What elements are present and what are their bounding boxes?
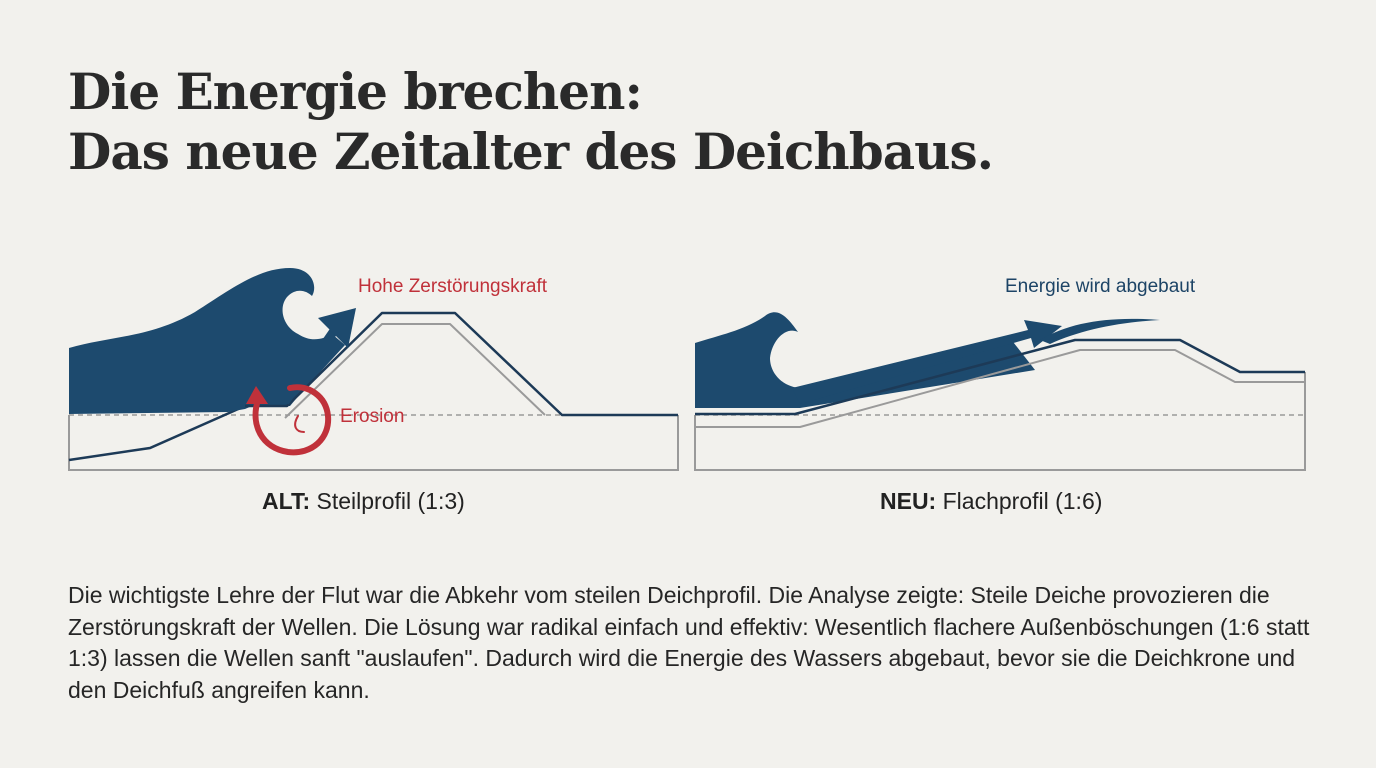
energy-dissipated-label: Energie wird abgebaut xyxy=(1005,276,1196,297)
new-dike-inner-line xyxy=(695,349,1305,428)
new-energy-spray xyxy=(1040,318,1160,344)
old-dike-outline xyxy=(245,311,678,417)
new-profile-diagram xyxy=(694,312,1306,471)
title-line-2: Das neue Zeitalter des Deichbaus. xyxy=(68,122,994,181)
new-water-wave xyxy=(695,312,1035,408)
page-title: Die Energie brechen: Das neue Zeitalter … xyxy=(68,62,994,182)
erosion-inner-swirl xyxy=(294,415,305,433)
new-caption-prefix: NEU: xyxy=(880,488,937,514)
old-foreland-line xyxy=(68,404,246,462)
old-profile-caption: ALT: Steilprofil (1:3) xyxy=(262,488,465,515)
new-ground-frame xyxy=(694,372,1306,471)
erosion-arrow-head xyxy=(246,386,268,404)
new-dike-outline xyxy=(695,338,1305,416)
old-dike-inner-line xyxy=(284,323,546,419)
explanation-paragraph: Die wichtigste Lehre der Flut war die Ab… xyxy=(68,582,1310,703)
erosion-label: Erosion xyxy=(340,406,405,427)
old-force-arrow-head xyxy=(318,308,356,348)
title-line-1: Die Energie brechen: xyxy=(68,62,643,121)
old-profile-diagram xyxy=(68,268,679,471)
new-caption-text: Flachprofil (1:6) xyxy=(936,488,1103,514)
old-ground-frame xyxy=(68,415,679,471)
high-destruction-label: Hohe Zerstörungskraft xyxy=(358,276,548,297)
new-profile-caption: NEU: Flachprofil (1:6) xyxy=(880,488,1102,515)
new-energy-arrow xyxy=(792,320,1062,404)
old-caption-text: Steilprofil (1:3) xyxy=(310,488,465,514)
old-caption-prefix: ALT: xyxy=(262,488,311,514)
erosion-icon xyxy=(252,384,332,456)
old-water-wave xyxy=(69,268,345,414)
